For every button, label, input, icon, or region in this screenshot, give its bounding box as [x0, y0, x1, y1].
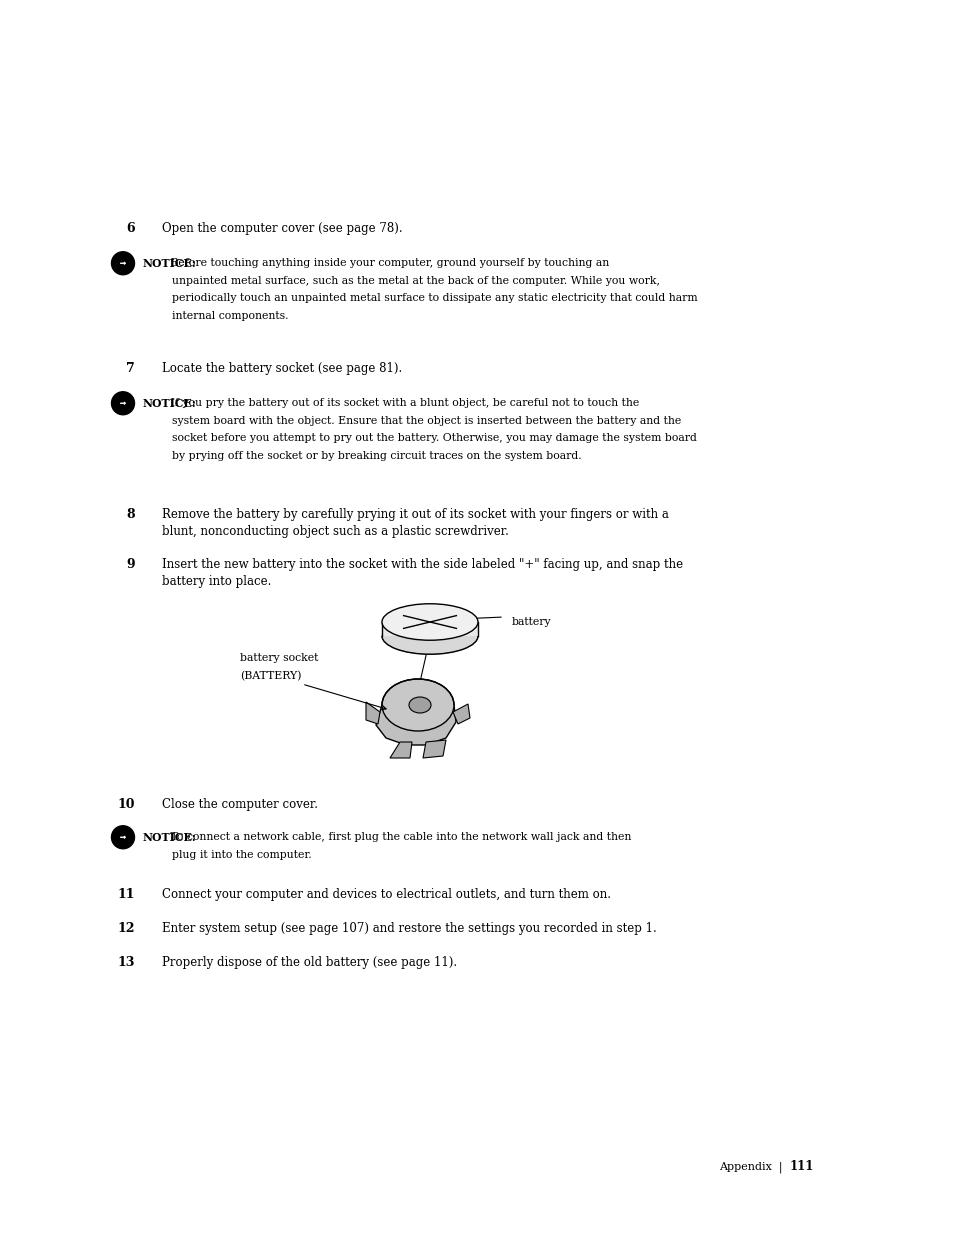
- Text: Enter system setup (see page 107) and restore the settings you recorded in step : Enter system setup (see page 107) and re…: [162, 923, 656, 935]
- Text: Properly dispose of the old battery (see page 11).: Properly dispose of the old battery (see…: [162, 956, 456, 969]
- Text: 10: 10: [117, 798, 135, 811]
- Text: 12: 12: [117, 923, 135, 935]
- Text: plug it into the computer.: plug it into the computer.: [172, 850, 312, 860]
- Polygon shape: [381, 622, 477, 636]
- Text: Connect your computer and devices to electrical outlets, and turn them on.: Connect your computer and devices to ele…: [162, 888, 610, 902]
- Text: Remove the battery by carefully prying it out of its socket with your fingers or: Remove the battery by carefully prying i…: [162, 508, 668, 521]
- Ellipse shape: [381, 679, 454, 731]
- Text: system board with the object. Ensure that the object is inserted between the bat: system board with the object. Ensure tha…: [172, 415, 680, 426]
- Polygon shape: [422, 740, 446, 758]
- Text: battery into place.: battery into place.: [162, 576, 271, 589]
- Text: battery socket: battery socket: [240, 653, 318, 663]
- Text: Appendix  |: Appendix |: [719, 1161, 789, 1173]
- Text: Locate the battery socket (see page 81).: Locate the battery socket (see page 81).: [162, 362, 402, 375]
- Text: 9: 9: [126, 558, 135, 571]
- Text: periodically touch an unpainted metal surface to dissipate any static electricit: periodically touch an unpainted metal su…: [172, 293, 697, 303]
- Text: Before touching anything inside your computer, ground yourself by touching an: Before touching anything inside your com…: [167, 258, 608, 268]
- Text: internal components.: internal components.: [172, 310, 288, 321]
- Text: 7: 7: [126, 362, 135, 375]
- Ellipse shape: [381, 604, 477, 640]
- Text: Open the computer cover (see page 78).: Open the computer cover (see page 78).: [162, 222, 402, 235]
- Circle shape: [112, 826, 134, 848]
- Text: 111: 111: [789, 1160, 814, 1173]
- Text: blunt, nonconducting object such as a plastic screwdriver.: blunt, nonconducting object such as a pl…: [162, 526, 508, 538]
- Ellipse shape: [381, 618, 477, 655]
- Text: Close the computer cover.: Close the computer cover.: [162, 798, 317, 811]
- Text: NOTICE:: NOTICE:: [143, 398, 196, 409]
- Text: NOTICE:: NOTICE:: [143, 258, 196, 269]
- Ellipse shape: [409, 697, 431, 713]
- Text: NOTICE:: NOTICE:: [143, 832, 196, 844]
- Circle shape: [112, 391, 134, 415]
- Text: (BATTERY): (BATTERY): [240, 671, 301, 682]
- Text: To connect a network cable, first plug the cable into the network wall jack and : To connect a network cable, first plug t…: [167, 832, 630, 842]
- Text: 8: 8: [126, 508, 135, 521]
- Text: 13: 13: [117, 956, 135, 969]
- Text: 6: 6: [126, 222, 135, 235]
- Text: battery: battery: [512, 618, 551, 627]
- Polygon shape: [390, 742, 412, 758]
- Text: 11: 11: [117, 888, 135, 902]
- Text: socket before you attempt to pry out the battery. Otherwise, you may damage the : socket before you attempt to pry out the…: [172, 433, 696, 443]
- Polygon shape: [366, 701, 379, 724]
- Text: Insert the new battery into the socket with the side labeled "+" facing up, and : Insert the new battery into the socket w…: [162, 558, 682, 571]
- Text: unpainted metal surface, such as the metal at the back of the computer. While yo: unpainted metal surface, such as the met…: [172, 275, 659, 285]
- Circle shape: [112, 252, 134, 274]
- Polygon shape: [375, 705, 456, 745]
- Polygon shape: [453, 704, 470, 724]
- Text: by prying off the socket or by breaking circuit traces on the system board.: by prying off the socket or by breaking …: [172, 451, 581, 461]
- Text: If you pry the battery out of its socket with a blunt object, be careful not to : If you pry the battery out of its socket…: [167, 398, 639, 408]
